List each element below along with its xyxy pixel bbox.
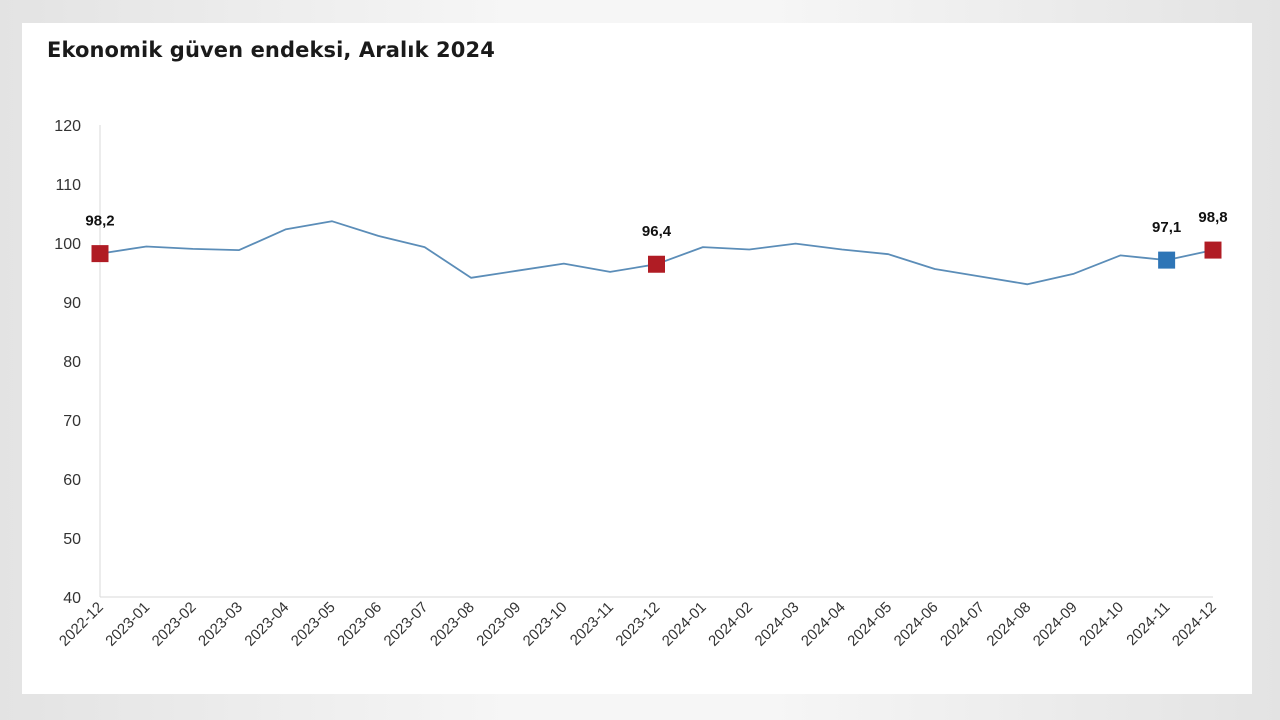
chart-title: Ekonomik güven endeksi, Aralık 2024 [47,38,495,62]
x-tick-label: 2023-03 [195,599,246,650]
x-tick-label: 2024-01 [659,599,710,650]
highlight-marker [1158,251,1176,269]
y-tick-label: 110 [55,177,81,194]
data-label: 98,8 [1198,209,1227,226]
x-tick-label: 2024-02 [705,599,756,650]
x-tick-label: 2024-11 [1123,599,1173,649]
data-label: 98,2 [85,213,114,230]
highlight-marker [1204,241,1222,259]
x-tick-label: 2024-03 [751,599,802,650]
y-tick-label: 40 [63,590,81,607]
x-tick-label: 2023-08 [427,599,478,650]
x-tick-label: 2023-04 [241,599,292,650]
highlight-marker [648,255,665,273]
x-tick-label: 2023-10 [520,599,571,650]
y-tick-label: 70 [63,413,81,430]
x-tick-label: 2024-12 [1169,599,1220,650]
y-tick-label: 50 [63,531,81,548]
x-tick-label: 2023-12 [612,599,663,650]
chart-card [22,23,1252,694]
x-tick-label: 2024-09 [1030,599,1081,650]
y-tick-label: 100 [54,236,81,253]
x-tick-label: 2023-09 [473,599,524,650]
x-tick-label: 2024-10 [1076,599,1127,650]
x-tick-label: 2023-05 [288,599,339,650]
x-tick-label: 2023-06 [334,599,385,650]
x-tick-label: 2024-05 [844,599,895,650]
data-label: 97,1 [1152,219,1181,236]
x-tick-label: 2023-01 [102,599,153,650]
y-tick-label: 90 [63,295,81,312]
y-tick-label: 80 [63,354,81,371]
x-tick-label: 2024-04 [798,599,849,650]
x-tick-label: 2024-06 [891,599,942,650]
data-label: 96,4 [642,223,672,240]
y-tick-label: 120 [54,118,81,135]
highlight-marker [91,245,109,263]
x-tick-label: 2024-08 [983,599,1034,650]
x-tick-label: 2023-11 [567,599,617,649]
x-tick-label: 2023-02 [149,599,200,650]
y-tick-label: 60 [63,472,81,489]
x-tick-label: 2024-07 [937,599,988,650]
x-tick-label: 2023-07 [380,599,431,650]
